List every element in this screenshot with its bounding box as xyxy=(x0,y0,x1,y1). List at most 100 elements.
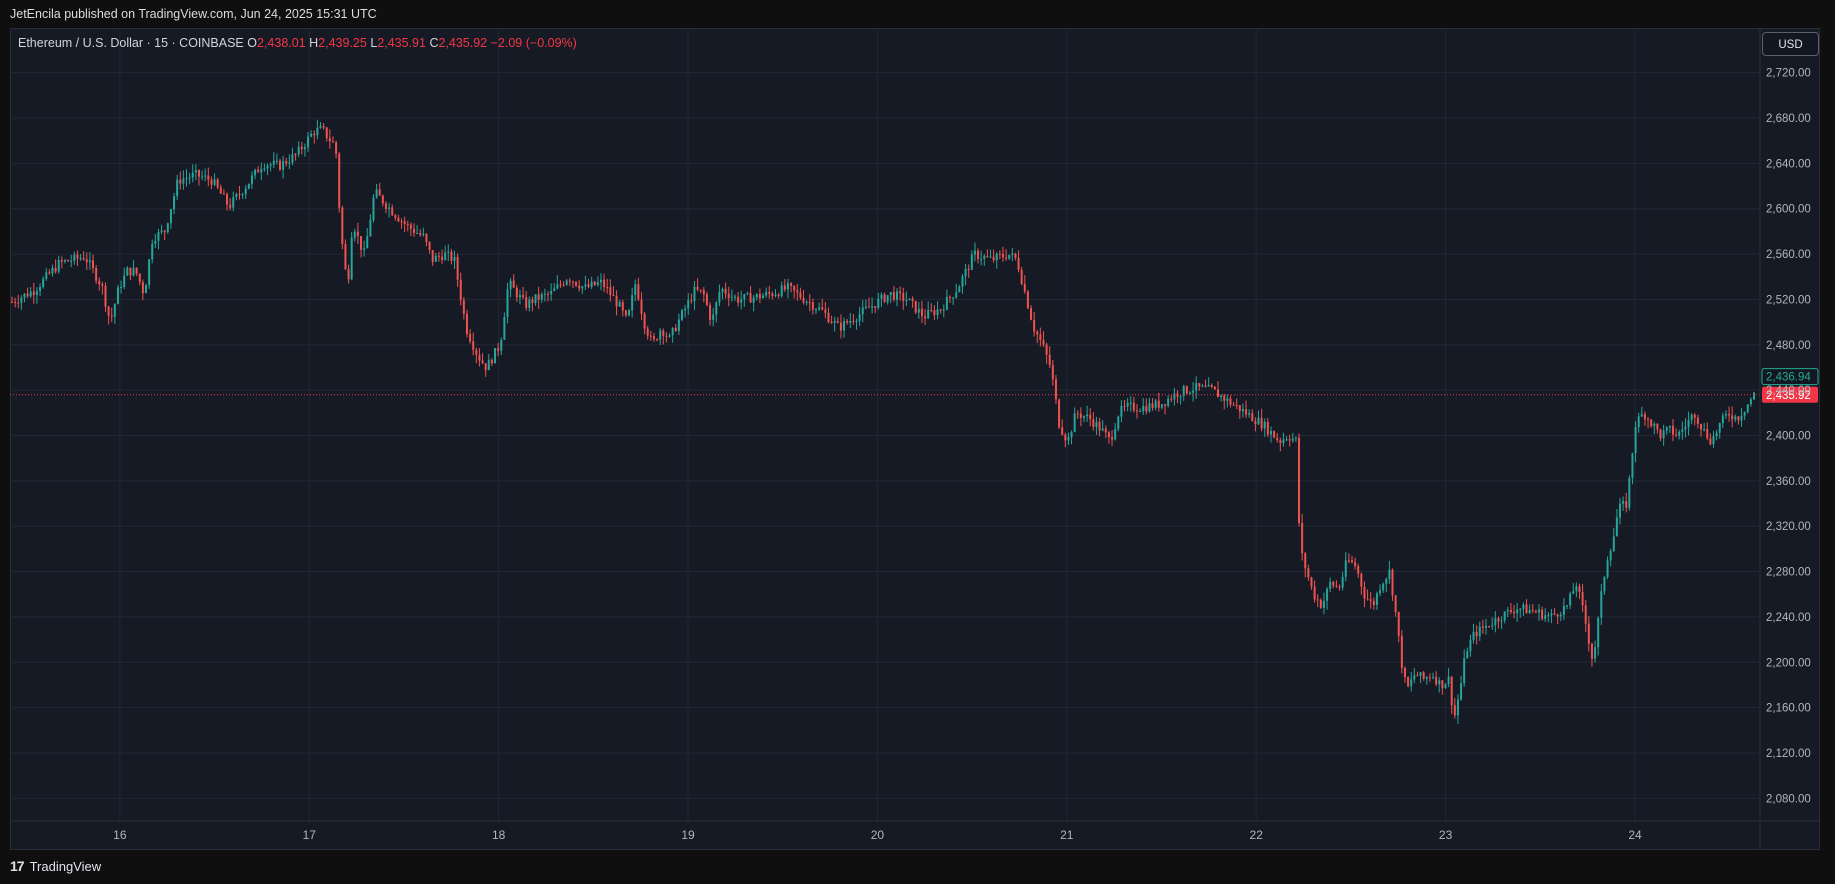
candle-body xyxy=(777,294,780,297)
candle-body xyxy=(1435,676,1438,685)
candle-body xyxy=(1341,576,1344,588)
candle-body xyxy=(609,287,612,296)
candle-body xyxy=(1335,585,1338,587)
high-value: 2,439.25 xyxy=(318,36,367,50)
candle-body xyxy=(235,194,238,198)
candle-body xyxy=(269,164,272,166)
candle-body xyxy=(855,320,858,322)
candle-body xyxy=(936,309,939,316)
candle-body xyxy=(11,301,13,303)
candle-body xyxy=(1304,553,1307,569)
candle-body xyxy=(515,287,518,298)
candle-body xyxy=(1366,598,1369,600)
candle-body xyxy=(1379,590,1382,594)
candle-body xyxy=(665,335,668,337)
candle-body xyxy=(790,283,793,286)
candle-body xyxy=(1410,679,1413,687)
candle-body xyxy=(1129,402,1132,404)
candle-body xyxy=(628,310,631,316)
candle-body xyxy=(1164,404,1167,406)
candle-body xyxy=(120,286,123,288)
candle-body xyxy=(416,233,419,235)
candle-body xyxy=(917,308,920,313)
candle-body xyxy=(1145,406,1148,412)
symbol-legend: Ethereum / U.S. Dollar · 15 · COINBASE O… xyxy=(18,36,577,50)
candle-body xyxy=(998,253,1001,255)
candle-body xyxy=(1687,419,1690,427)
y-tick-label: 2,240.00 xyxy=(1766,612,1811,624)
candle-body xyxy=(1167,398,1170,406)
candle-body xyxy=(166,223,169,233)
candle-body xyxy=(1407,677,1410,687)
candle-body xyxy=(1690,414,1693,420)
candle-body xyxy=(173,196,176,210)
candle-body xyxy=(363,248,366,250)
candle-body xyxy=(14,301,17,303)
candle-body xyxy=(1005,257,1008,259)
candle-body xyxy=(512,280,515,288)
candle-body xyxy=(540,294,543,300)
chart-pane[interactable] xyxy=(10,28,1820,850)
candle-body xyxy=(961,276,964,287)
candle-body xyxy=(1173,393,1176,400)
candle-body xyxy=(1681,429,1684,432)
candle-body xyxy=(1556,614,1559,617)
candle-body xyxy=(889,292,892,296)
candle-body xyxy=(1506,610,1509,612)
candle-body xyxy=(899,291,902,294)
open-value: 2,438.01 xyxy=(256,36,306,50)
candle-body xyxy=(1360,573,1363,587)
candle-body xyxy=(1432,676,1435,678)
candle-body xyxy=(45,272,48,279)
candle-body xyxy=(1478,626,1481,637)
y-tick-label: 2,480.00 xyxy=(1766,340,1811,352)
candle-body xyxy=(559,284,562,286)
candle-body xyxy=(562,284,565,286)
candle-body xyxy=(297,146,300,155)
candle-body xyxy=(808,302,811,304)
candle-body xyxy=(1575,586,1578,592)
candle-body xyxy=(1073,413,1076,433)
candle-body xyxy=(341,207,344,244)
candle-body xyxy=(749,293,752,303)
candle-body xyxy=(157,231,160,241)
candle-body xyxy=(1578,586,1581,593)
candle-body xyxy=(1273,430,1276,438)
candle-body xyxy=(1559,614,1562,617)
candle-body xyxy=(864,306,867,308)
candle-body xyxy=(556,284,559,289)
candle-body xyxy=(659,330,662,340)
candle-body xyxy=(1724,414,1727,416)
candle-body xyxy=(35,291,38,296)
candle-body xyxy=(1519,608,1522,610)
candle-body xyxy=(1319,599,1322,608)
candle-body xyxy=(135,267,138,274)
candle-body xyxy=(1170,398,1173,400)
close-label: C xyxy=(429,36,439,50)
candle-body xyxy=(1509,610,1512,613)
candle-body xyxy=(1603,577,1606,592)
change-value: −2.09 (−0.09%) xyxy=(490,36,577,50)
candle-body xyxy=(1631,453,1634,478)
y-tick-label: 2,400.00 xyxy=(1766,431,1811,443)
candle-body xyxy=(1372,600,1375,605)
price-axis: 2,080.00 2,120.00 2,160.00 2,200.00 2,240.00… xyxy=(1759,28,1811,849)
candle-body xyxy=(1079,413,1082,418)
candle-body xyxy=(176,179,179,197)
tradingview-brand[interactable]: 17 TradingView xyxy=(10,858,101,874)
candle-body xyxy=(721,288,724,292)
candle-body xyxy=(378,189,381,196)
candle-body xyxy=(1058,399,1061,428)
candle-body xyxy=(487,359,490,371)
candle-body xyxy=(1475,631,1478,637)
candle-body xyxy=(1061,427,1064,435)
price-lines: 2,436.94 2,435.92 xyxy=(10,368,1819,403)
candle-body xyxy=(509,280,512,290)
candle-body xyxy=(902,293,905,301)
candle-body xyxy=(107,306,110,316)
candle-body xyxy=(145,285,147,294)
currency-button[interactable]: USD xyxy=(1762,32,1819,56)
candle-body xyxy=(1700,423,1703,430)
candle-body xyxy=(1151,403,1154,408)
